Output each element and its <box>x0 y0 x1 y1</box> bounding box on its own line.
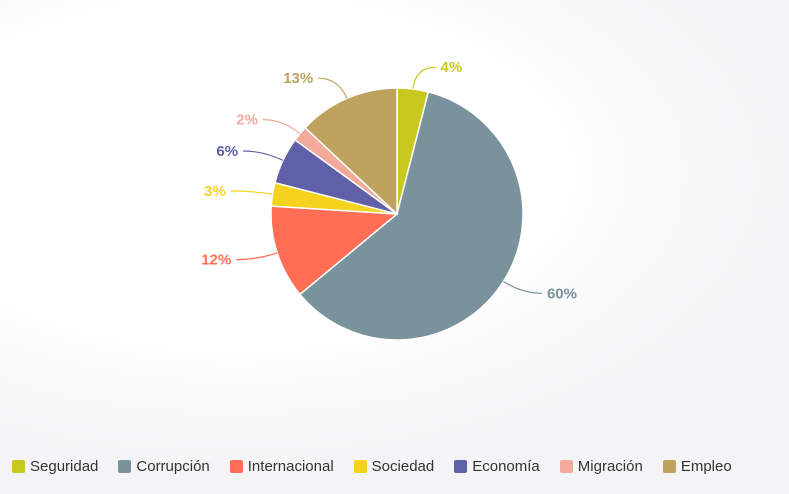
data-label-migracion: 2% <box>236 112 258 129</box>
connector-corrupcion <box>503 281 542 294</box>
legend-label-sociedad: Sociedad <box>371 458 435 475</box>
legend-swatch-empleo <box>662 460 676 473</box>
legend-item-sociedad[interactable]: Sociedad <box>353 458 435 475</box>
pie-slice-internacional[interactable] <box>270 205 399 296</box>
legend-label-economia: Economía <box>472 458 540 475</box>
legend-label-internacional: Internacional <box>247 458 334 475</box>
connector-internacional <box>236 252 278 261</box>
legend-item-internacional[interactable]: Internacional <box>229 458 334 475</box>
pie-slice-empleo[interactable] <box>304 87 398 216</box>
legend-swatch-seguridad <box>12 460 25 473</box>
legend-item-empleo[interactable]: Empleo <box>662 458 732 475</box>
data-label-economia: 6% <box>216 143 238 160</box>
connector-sociedad <box>230 190 273 195</box>
legend-item-seguridad[interactable]: Seguridad <box>12 458 98 475</box>
connector-migracion <box>262 119 301 135</box>
legend-swatch-internacional <box>229 460 243 473</box>
data-label-empleo: 13% <box>283 70 313 87</box>
pie-slice-corrupcion[interactable] <box>298 91 524 341</box>
legend-swatch-economia <box>454 460 468 473</box>
data-label-corrupcion: 60% <box>547 285 577 302</box>
legend-item-corrupcion[interactable]: Corrupción <box>118 458 210 475</box>
legend-item-migracion[interactable]: Migración <box>559 458 643 475</box>
legend-label-seguridad: Seguridad <box>30 458 99 475</box>
legend-label-empleo: Empleo <box>680 458 732 475</box>
legend-swatch-corrupcion <box>118 460 132 473</box>
connector-seguridad <box>412 66 436 90</box>
legend: Seguridad Corrupción Internacional Sociedad… <box>12 458 732 475</box>
legend-item-economia[interactable]: Economía <box>454 458 540 475</box>
data-label-internacional: 12% <box>201 252 231 269</box>
data-label-sociedad: 3% <box>204 183 226 200</box>
legend-label-migracion: Migración <box>577 458 643 475</box>
connector-empleo <box>318 77 348 99</box>
legend-swatch-migracion <box>559 460 573 473</box>
legend-label-corrupcion: Corrupción <box>136 458 210 475</box>
connector-economia <box>243 150 284 161</box>
legend-swatch-sociedad <box>353 460 367 473</box>
data-label-seguridad: 4% <box>441 59 463 76</box>
